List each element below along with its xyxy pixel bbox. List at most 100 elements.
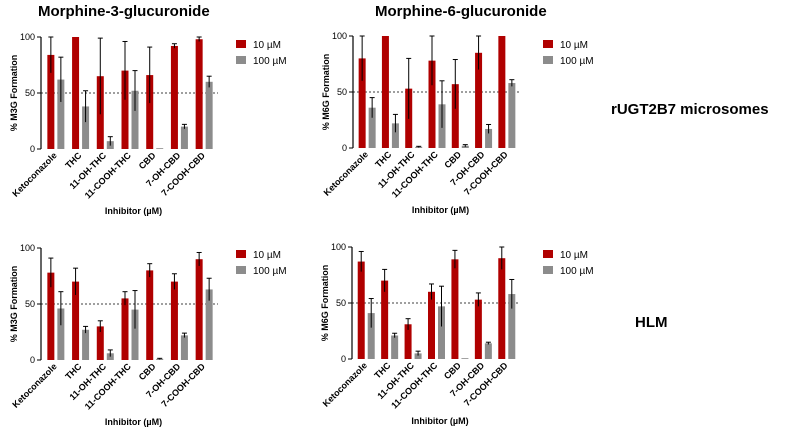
x-category-label: THC [63,361,84,382]
bar-100uM [180,335,188,360]
bar-100uM [82,106,90,149]
y-tick-label: 100 [332,31,347,41]
bar-100uM [484,343,492,359]
x-axis-label: Inhibitor (µM) [411,416,468,426]
legend-label: 100 µM [253,266,287,277]
y-tick-label: 100 [20,32,35,42]
legend-swatch [236,250,246,258]
bar-10uM [121,70,129,149]
bar-100uM [82,329,90,360]
bar-100uM [391,335,399,359]
bar-100uM [485,128,493,148]
bar-10uM [358,58,366,148]
legend-label: 10 µM [253,40,281,51]
x-category-label: Ketoconazole [10,150,58,198]
bar-100uM [156,148,164,149]
legend-label: 10 µM [560,250,588,261]
y-tick-label: 100 [20,243,35,253]
bar-100uM [367,313,375,359]
x-category-label: CBD [137,150,158,171]
legend-swatch [543,250,553,258]
y-tick-label: 0 [342,143,347,153]
bar-10uM [121,298,129,360]
bar-10uM [381,36,389,148]
row-label-hlm: HLM [635,314,668,331]
y-tick-label: 0 [30,355,35,365]
y-tick-label: 50 [25,88,35,98]
x-axis-label: Inhibitor (µM) [412,205,469,215]
bar-10uM [72,37,80,149]
bar-10uM [498,36,506,148]
bar-10uM [475,52,483,148]
bar-100uM [461,358,469,359]
x-axis-label: Inhibitor (µM) [105,206,162,216]
legend-label: 10 µM [253,250,281,261]
y-tick-label: 100 [331,242,346,252]
legend-swatch [543,266,553,274]
bar-10uM [404,324,412,359]
bar-100uM [180,126,188,149]
bar-10uM [146,270,154,360]
bar-10uM [47,54,55,149]
x-category-label: CBD [442,360,463,381]
title-morphine-6-glucuronide: Morphine-6-glucuronide [375,3,547,20]
bar-10uM [170,45,178,149]
legend-swatch [236,40,246,48]
bar-100uM [414,353,422,359]
bar-10uM [195,259,203,360]
bar-10uM [146,75,154,149]
x-category-label: CBD [137,361,158,382]
bar-10uM [428,60,436,148]
y-axis-label: % M6G Formation [321,54,331,131]
x-category-label: THC [63,150,84,171]
legend-swatch [543,56,553,64]
legend-swatch [543,40,553,48]
y-axis-label: % M6G Formation [320,265,330,342]
x-category-label: Ketoconazole [10,361,58,409]
bar-10uM [498,258,506,359]
y-tick-label: 50 [337,87,347,97]
y-tick-label: 50 [25,299,35,309]
bar-10uM [357,261,365,359]
bar-10uM [47,272,55,360]
legend-label: 100 µM [253,56,287,67]
bar-100uM [368,107,376,148]
legend-label: 10 µM [560,40,588,51]
bar-100uM [57,79,65,149]
x-category-label: THC [373,149,394,170]
bar-10uM [72,281,80,360]
bar-10uM [451,259,459,359]
bar-100uM [131,309,139,360]
y-tick-label: 0 [30,144,35,154]
bar-10uM [428,291,435,359]
legend-label: 100 µM [560,266,594,277]
x-category-label: Ketoconazole [322,149,370,197]
x-category-label: 7-COOH-CBD [159,150,207,198]
x-category-label: 7-COOH-CBD [159,361,207,409]
y-axis-label: % M3G Formation [9,266,19,343]
y-tick-label: 0 [341,354,346,364]
bar-10uM [170,281,178,360]
bar-100uM [131,90,139,149]
y-tick-label: 50 [336,298,346,308]
x-category-label: THC [372,360,393,381]
y-axis-label: % M3G Formation [9,55,19,132]
row-label-rugt2b7: rUGT2B7 microsomes [611,101,769,118]
bar-100uM [57,308,65,360]
legend-swatch [236,56,246,64]
bar-10uM [381,280,389,359]
bar-10uM [474,299,482,359]
x-axis-label: Inhibitor (µM) [105,417,162,427]
bar-10uM [96,326,104,360]
x-category-label: Ketoconazole [321,360,369,408]
bar-100uM [205,81,213,149]
bar-100uM [508,83,516,148]
bar-10uM [195,39,203,149]
bar-100uM [205,289,213,360]
bar-100uM [508,294,516,359]
